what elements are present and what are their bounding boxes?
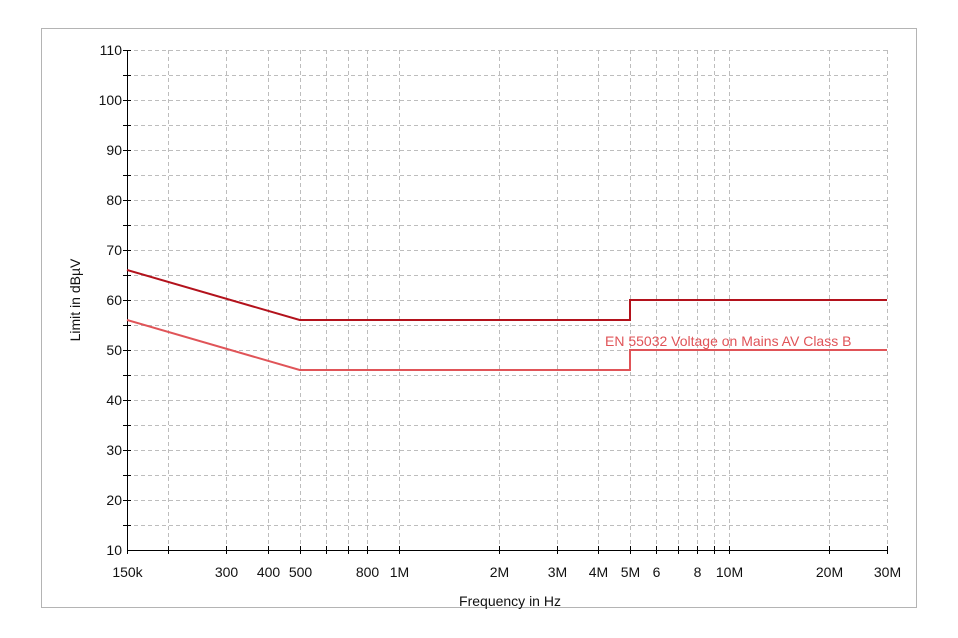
y-tick-label: 100 bbox=[99, 92, 123, 108]
x-tick-label: 8 bbox=[694, 564, 702, 580]
x-axis-label: Frequency in Hz bbox=[459, 593, 561, 609]
series-line-qp bbox=[126, 269, 887, 321]
y-tick-label: 90 bbox=[106, 142, 122, 158]
x-tick-label: 150k bbox=[112, 564, 143, 580]
y-tick-label: 50 bbox=[106, 342, 122, 358]
y-tick-label: 80 bbox=[106, 192, 122, 208]
x-tick-label: 10M bbox=[716, 564, 743, 580]
x-tick-label: 20M bbox=[816, 564, 843, 580]
y-tick-label: 40 bbox=[106, 392, 122, 408]
x-tick-label: 3M bbox=[548, 564, 567, 580]
y-tick-label: 60 bbox=[106, 292, 122, 308]
series-line-av bbox=[126, 319, 887, 371]
y-tick-label: 70 bbox=[106, 242, 122, 258]
x-tick-label: 4M bbox=[589, 564, 608, 580]
x-tick-label: 2M bbox=[490, 564, 509, 580]
x-tick-label: 1M bbox=[390, 564, 409, 580]
x-tick-label: 400 bbox=[257, 564, 281, 580]
x-tick-label: 5M bbox=[621, 564, 640, 580]
y-axis-label: Limit in dBµV bbox=[67, 258, 83, 341]
y-tick-label: 30 bbox=[106, 442, 122, 458]
series-label: EN 55032 Voltage on Mains AV Class B bbox=[605, 333, 851, 349]
x-tick-label: 800 bbox=[356, 564, 380, 580]
y-tick-label: 110 bbox=[100, 42, 123, 58]
x-tick-label: 500 bbox=[289, 564, 313, 580]
x-tick-label: 300 bbox=[215, 564, 239, 580]
y-tick-label: 20 bbox=[106, 492, 122, 508]
y-tick-label: 10 bbox=[106, 542, 122, 558]
x-tick-label: 30M bbox=[874, 564, 901, 580]
chart-frame bbox=[41, 28, 917, 608]
x-tick-label: 6 bbox=[653, 564, 661, 580]
